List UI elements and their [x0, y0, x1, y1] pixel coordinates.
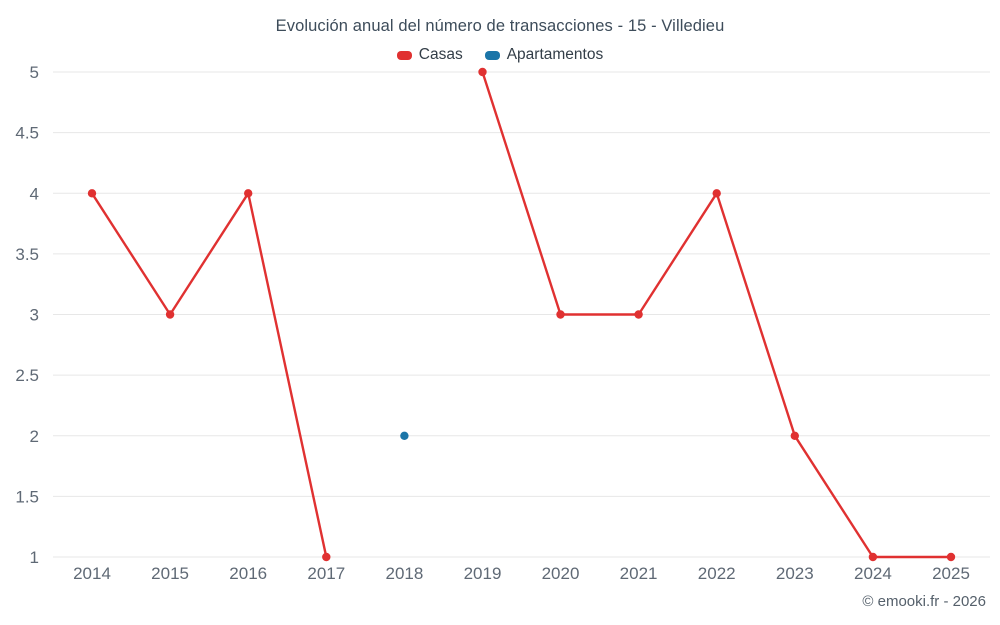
x-tick-label: 2014 [73, 564, 111, 583]
data-point-casas [165, 310, 175, 319]
x-tick-label: 2015 [151, 564, 189, 583]
legend-swatch-casas [396, 50, 412, 60]
data-point-casas [478, 67, 487, 77]
legend-label-casas: Casas [418, 46, 463, 63]
x-tick-label: 2020 [542, 564, 580, 583]
data-point-casas [790, 431, 799, 440]
data-point-casas [556, 310, 565, 319]
legend-item-casas[interactable]: Casas [396, 46, 463, 64]
data-point-casas [322, 552, 331, 562]
x-tick-label: 2024 [854, 564, 892, 583]
x-tick-label: 2018 [385, 564, 423, 583]
chart-legend: Casas Apartamentos [0, 46, 1000, 64]
y-tick-label: 4 [30, 184, 39, 203]
data-point-casas [244, 189, 253, 198]
data-point-casas [946, 552, 956, 562]
chart-title: Evolución anual del número de transaccio… [275, 17, 725, 35]
y-tick-label: 1 [30, 548, 39, 567]
y-tick-label: 3.5 [15, 245, 39, 264]
y-tick-label: 4.5 [15, 124, 39, 143]
y-tick-label: 2 [30, 427, 39, 446]
legend-item-apartamentos[interactable]: Apartamentos [484, 46, 604, 64]
x-tick-label: 2025 [932, 564, 970, 583]
x-tick-label: 2019 [464, 564, 502, 583]
data-point-casas [87, 189, 97, 198]
data-point-casas [634, 310, 643, 319]
legend-swatch-apartamentos [484, 50, 500, 60]
x-tick-label: 2021 [620, 564, 658, 583]
y-tick-label: 2.5 [15, 366, 39, 385]
x-tick-label: 2022 [698, 564, 736, 583]
data-point-casas [712, 189, 721, 198]
x-tick-label: 2016 [229, 564, 267, 583]
y-tick-label: 5 [30, 63, 39, 82]
y-tick-label: 3 [30, 306, 39, 325]
data-point-apartamentos [400, 431, 409, 440]
legend-label-apartamentos: Apartamentos [506, 46, 604, 63]
data-point-casas [868, 552, 878, 562]
copyright: © emooki.fr - 2026 [862, 593, 986, 610]
x-tick-label: 2017 [307, 564, 345, 583]
x-tick-label: 2023 [776, 564, 814, 583]
y-tick-label: 1.5 [15, 487, 39, 506]
